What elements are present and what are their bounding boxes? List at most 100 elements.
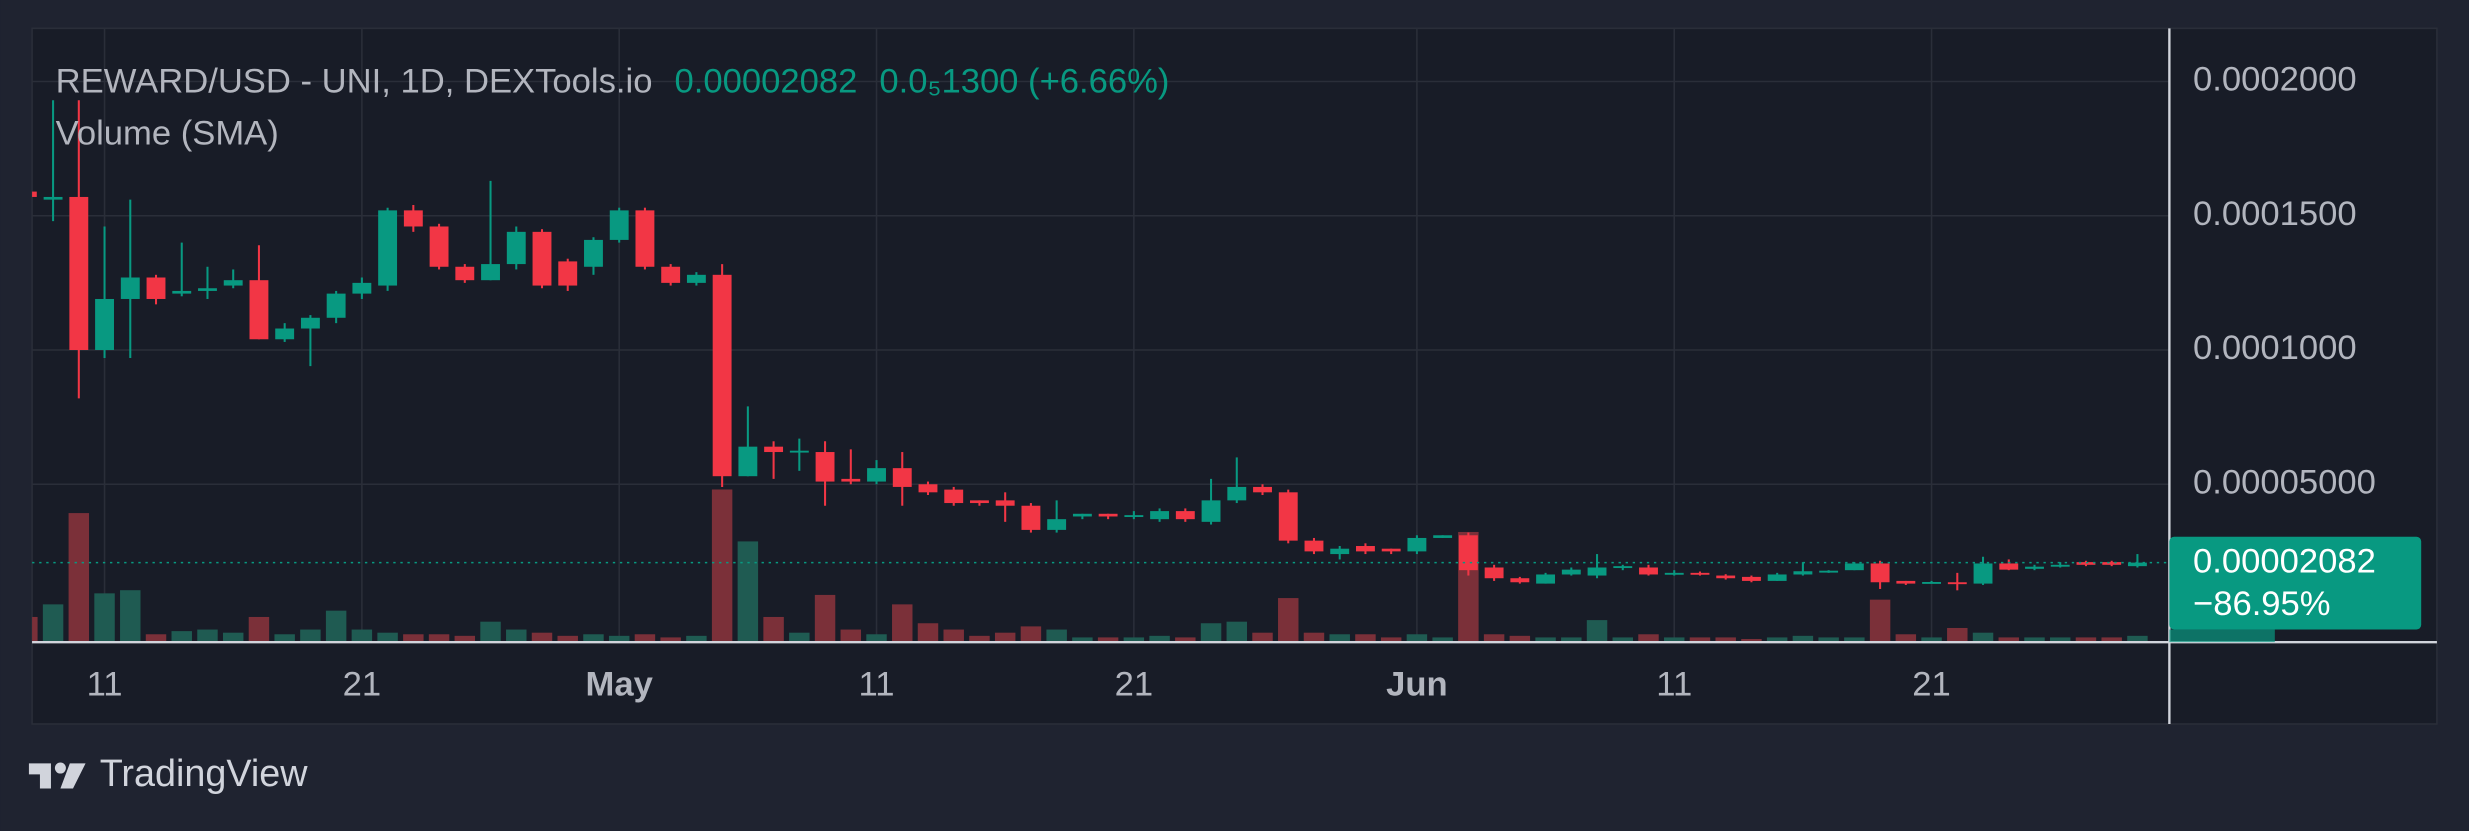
y-tick-label: 0.0002000 — [2193, 61, 2357, 99]
volume-bar — [969, 635, 990, 643]
candle-body — [635, 210, 655, 267]
volume-bar — [1535, 637, 1556, 643]
candle-body — [198, 288, 217, 291]
candle-body — [918, 484, 938, 493]
chart-area — [31, 27, 2438, 725]
volume-bar — [1895, 634, 1917, 643]
volume-bar — [68, 513, 90, 643]
candle-body — [2050, 564, 2070, 567]
volume-bar — [1715, 637, 1736, 643]
volume-bar — [197, 629, 218, 643]
volume-bar — [1561, 637, 1582, 643]
volume-bar — [1226, 621, 1248, 643]
candle-body — [1304, 540, 1324, 552]
candle-body — [1922, 581, 1942, 584]
candle-body — [892, 468, 912, 487]
volume-bar — [171, 631, 192, 643]
volume-tag — [2169, 629, 2275, 643]
volume-bar — [1818, 637, 1839, 643]
candle-body — [43, 196, 63, 200]
candle-body — [120, 277, 140, 299]
volume-bar — [1380, 637, 1402, 643]
volume-bar — [1046, 629, 1067, 643]
volume-bar — [1844, 637, 1865, 643]
candle-body — [1098, 513, 1118, 517]
candle-body — [275, 328, 295, 340]
candle-body — [172, 290, 192, 294]
volume-bar — [1252, 632, 1273, 643]
header-price: 0.00002082 — [675, 63, 858, 101]
x-tick-label: 11 — [859, 665, 895, 703]
price-tag-change: −86.95% — [2193, 585, 2331, 623]
candle-body — [789, 450, 809, 453]
volume-bar — [145, 634, 167, 643]
volume-bar — [454, 635, 476, 643]
candle-body — [1973, 563, 1993, 584]
candle-body — [764, 446, 784, 453]
candle-body — [815, 452, 835, 482]
candle-body — [1124, 515, 1144, 518]
candle-body — [1227, 486, 1247, 501]
candle-body — [1716, 575, 1736, 579]
candle-body — [661, 266, 681, 283]
volume-bar — [403, 634, 424, 643]
candle-body — [1613, 566, 1633, 569]
volume-bar — [1097, 637, 1119, 643]
candle-body — [712, 274, 732, 477]
candle-body — [2102, 562, 2122, 565]
volume-bar — [1355, 634, 1376, 643]
volume-bar — [428, 634, 450, 643]
candle-body — [223, 280, 243, 286]
candle-body — [95, 298, 114, 351]
candle-body — [352, 282, 372, 294]
candle-body — [584, 239, 603, 267]
candle-body — [326, 293, 346, 318]
volume-bar — [1483, 634, 1505, 643]
candle-body — [69, 196, 89, 351]
candle-body — [1947, 582, 1967, 585]
candle-body — [1767, 574, 1787, 581]
volume-bar — [1638, 634, 1659, 643]
candle-body — [481, 264, 500, 281]
volume-bar — [608, 635, 630, 643]
volume-bar — [583, 634, 604, 643]
x-tick-label: 21 — [1912, 665, 1950, 703]
volume-bar — [1200, 623, 1222, 643]
volume-bar — [1766, 637, 1788, 643]
candle-body — [841, 478, 861, 482]
candle-body — [970, 500, 989, 504]
volume-bar — [660, 637, 681, 643]
candle-body — [738, 446, 758, 477]
candle-body — [1999, 563, 2019, 570]
volume-bar — [814, 594, 836, 643]
candle-body — [1844, 563, 1864, 571]
candle-body — [2127, 562, 2147, 567]
volume-bar — [1869, 599, 1891, 643]
candle-body — [1433, 535, 1453, 538]
label-layer: 0.00005000 0.0001000 0.0001500 0.0002000 11 2… — [87, 61, 2376, 704]
volume-bar — [274, 634, 295, 643]
volume-bar — [1149, 635, 1170, 643]
volume-bar — [711, 489, 733, 643]
candle-body — [1356, 546, 1375, 552]
volume-bar — [300, 629, 321, 643]
candle-body — [1896, 580, 1916, 584]
volume-label: Volume (SMA) — [56, 114, 279, 152]
volume-bar — [1175, 637, 1196, 643]
x-tick-label: 11 — [87, 665, 123, 703]
candle-body — [1253, 486, 1272, 493]
x-tick-label: 11 — [1656, 665, 1692, 703]
volume-bar — [763, 616, 784, 643]
candle-body — [1484, 567, 1504, 579]
candle-body — [455, 266, 475, 281]
brand: TradingView — [100, 753, 309, 795]
volume-bar — [866, 634, 887, 643]
candle-body — [403, 210, 423, 227]
volume-layer — [32, 489, 2148, 643]
volume-bar — [1072, 637, 1093, 643]
volume-bar — [2024, 637, 2045, 643]
header-change: 0.0₅1300 (+6.66%) — [879, 63, 1169, 101]
candle-body — [378, 210, 398, 286]
